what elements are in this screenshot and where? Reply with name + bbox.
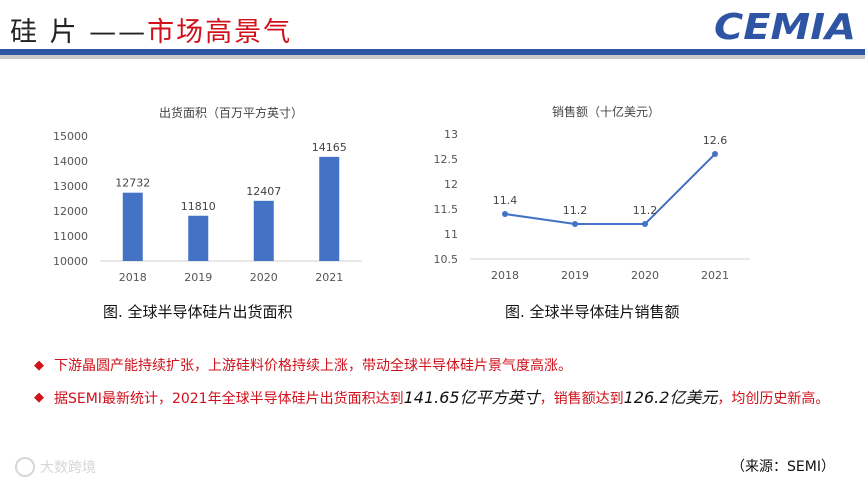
y-tick-label: 11.5 [434,203,459,216]
bullet-text-segment: 下游晶圆产能持续扩张，上游硅料价格持续上涨，带动全球半导体硅片景气度高涨。 [54,358,572,374]
page-title: 硅 片 ——市场高景气 [10,10,292,49]
series-line [504,153,716,225]
x-tick-label: 2018 [491,269,519,282]
header-divider-blue [0,49,865,55]
data-label: 12.6 [703,134,728,147]
title-prefix: 硅 片 —— [10,17,148,48]
y-tick-label: 10.5 [434,253,459,266]
shipment-area-caption: 图. 全球半导体硅片出货面积 [103,303,293,321]
logo-text: CEMIA [714,7,856,44]
source-note: （来源：SEMI） [731,459,835,475]
data-point [572,221,578,227]
data-label: 11.2 [563,204,588,217]
y-tick-label: 14000 [53,155,88,168]
bar [122,192,143,261]
x-tick-label: 2018 [119,271,147,284]
chart-title: 出货面积（百万平方英寸） [159,105,303,120]
bullet-text-segment: ，均创历史新高。 [717,391,830,407]
chart-title: 销售额（十亿美元） [552,104,660,119]
x-tick-label: 2019 [184,271,212,284]
bullet-highlight-figure: 126.2亿美元 [623,388,718,407]
data-point [642,221,648,227]
bullet-text: 据SEMI最新统计，2021年全球半导体硅片出货面积达到141.65亿平方英寸，… [34,386,847,411]
x-tick-label: 2020 [631,269,659,282]
y-tick-label: 12000 [53,205,88,218]
data-label: 14165 [312,141,347,154]
data-label: 11.2 [633,204,658,217]
data-label: 11810 [181,200,216,213]
bullet-text-segment: 据SEMI最新统计，2021年全球半导体硅片出货面积达到 [54,391,404,407]
bullet-point-2: ◆ 据SEMI最新统计，2021年全球半导体硅片出货面积达到141.65亿平方英… [34,386,847,411]
x-tick-label: 2019 [561,269,589,282]
y-tick-label: 12 [444,178,458,191]
data-label: 12407 [246,185,281,198]
bullet-point-1: ◆ 下游晶圆产能持续扩张，上游硅料价格持续上涨，带动全球半导体硅片景气度高涨。 [34,354,847,378]
watermark-logo-icon [15,457,35,477]
title-highlight: 市场高景气 [147,17,293,48]
y-tick-label: 10000 [53,255,88,268]
y-tick-label: 13 [444,128,458,141]
diamond-bullet-icon: ◆ [34,358,44,373]
data-label: 12732 [115,177,150,190]
bar [253,200,274,261]
data-point [502,211,508,217]
sales-revenue-svg: 销售额（十亿美元） 10.5 11 11.5 12 12.5 13 11.4 2018 11.2 2… [434,104,750,282]
y-tick-label: 11 [444,228,458,241]
y-tick-label: 13000 [53,180,88,193]
header-divider-gray [0,55,865,59]
data-label: 11.4 [493,194,518,207]
watermark: 大数跨境 [15,457,96,477]
x-tick-label: 2020 [250,271,278,284]
diamond-bullet-icon: ◆ [34,390,44,405]
bullet-highlight-figure: 141.65亿平方英寸 [403,388,540,407]
bar [188,215,209,261]
shipment-area-svg: 出货面积（百万平方英寸） 10000 11000 12000 13000 14000 150… [53,105,362,284]
x-tick-label: 2021 [701,269,729,282]
y-tick-label: 15000 [53,130,88,143]
cemia-logo: CEMIA [714,7,856,44]
y-tick-label: 12.5 [434,153,459,166]
bullet-text: 下游晶圆产能持续扩张，上游硅料价格持续上涨，带动全球半导体硅片景气度高涨。 [34,354,847,378]
y-tick-label: 11000 [53,230,88,243]
watermark-text: 大数跨境 [40,460,96,476]
bar [319,156,340,261]
data-point [712,151,718,157]
x-tick-label: 2021 [315,271,343,284]
bullet-text-segment: ，销售额达到 [539,391,624,407]
sales-revenue-caption: 图. 全球半导体硅片销售额 [505,303,680,321]
shipment-area-chart: 出货面积（百万平方英寸） 10000 11000 12000 13000 14000 150… [40,96,380,296]
sales-revenue-chart: 销售额（十亿美元） 10.5 11 11.5 12 12.5 13 11.4 2018 11.2 2… [430,96,750,296]
